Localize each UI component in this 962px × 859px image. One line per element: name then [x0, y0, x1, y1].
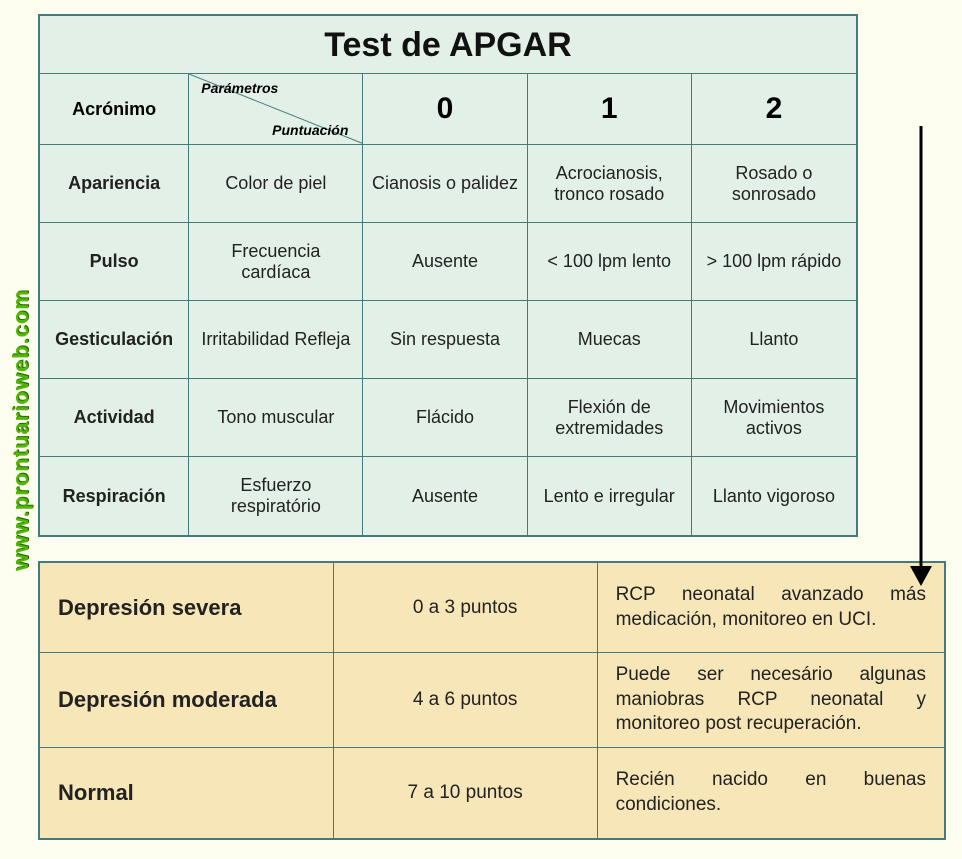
arrow-down-icon	[906, 126, 936, 586]
diag-top-label: Parámetros	[201, 80, 278, 96]
row-score1: Lento e irregular	[528, 457, 692, 535]
result-desc: Puede ser necesário algunas maniobras RC…	[598, 653, 944, 747]
result-range: 7 a 10 puntos	[334, 748, 598, 838]
row-score2: Llanto	[692, 301, 856, 378]
row-param: Tono muscular	[189, 379, 363, 456]
row-score0: Sin respuesta	[363, 301, 527, 378]
result-desc: RCP neonatal avanzado más medicación, mo…	[598, 563, 944, 652]
row-param: Irritabilidad Refleja	[189, 301, 363, 378]
row-score2: > 100 lpm rápido	[692, 223, 856, 300]
row-acronym: Respiración	[40, 457, 189, 535]
row-score0: Ausente	[363, 223, 527, 300]
row-score2: Llanto vigoroso	[692, 457, 856, 535]
diag-bottom-label: Puntuación	[272, 122, 348, 138]
row-score2: Movimientos activos	[692, 379, 856, 456]
result-row: Depresión moderada 4 a 6 puntos Puede se…	[40, 653, 944, 748]
result-label: Normal	[40, 748, 334, 838]
table-row: Gesticulación Irritabilidad Refleja Sin …	[40, 301, 856, 379]
table-row: Apariencia Color de piel Cianosis o pali…	[40, 145, 856, 223]
table-row: Pulso Frecuencia cardíaca Ausente < 100 …	[40, 223, 856, 301]
row-score1: Flexión de extremidades	[528, 379, 692, 456]
row-param: Esfuerzo respiratório	[189, 457, 363, 535]
result-range: 4 a 6 puntos	[334, 653, 598, 747]
header-score-0: 0	[363, 74, 527, 144]
row-score1: < 100 lpm lento	[528, 223, 692, 300]
row-score2: Rosado o sonrosado	[692, 145, 856, 222]
row-param: Color de piel	[189, 145, 363, 222]
header-score-2: 2	[692, 74, 856, 144]
result-row: Depresión severa 0 a 3 puntos RCP neonat…	[40, 563, 944, 653]
header-diagonal: Parámetros Puntuación	[189, 74, 363, 144]
row-acronym: Gesticulación	[40, 301, 189, 378]
row-score1: Acrocianosis, tronco rosado	[528, 145, 692, 222]
row-acronym: Apariencia	[40, 145, 189, 222]
apgar-main-table: Test de APGAR Acrónimo Parámetros Puntua…	[38, 14, 858, 537]
watermark-text: www.prontuarioweb.com	[8, 289, 34, 571]
table-row: Respiración Esfuerzo respiratório Ausent…	[40, 457, 856, 535]
page-content: Test de APGAR Acrónimo Parámetros Puntua…	[38, 14, 946, 840]
result-label: Depresión severa	[40, 563, 334, 652]
result-row: Normal 7 a 10 puntos Recién nacido en bu…	[40, 748, 944, 838]
result-label: Depresión moderada	[40, 653, 334, 747]
header-score-1: 1	[528, 74, 692, 144]
row-score0: Flácido	[363, 379, 527, 456]
row-acronym: Actividad	[40, 379, 189, 456]
row-score1: Muecas	[528, 301, 692, 378]
result-range: 0 a 3 puntos	[334, 563, 598, 652]
table-row: Actividad Tono muscular Flácido Flexión …	[40, 379, 856, 457]
row-score0: Ausente	[363, 457, 527, 535]
result-desc: Recién nacido en buenas condiciones.	[598, 748, 944, 838]
row-score0: Cianosis o palidez	[363, 145, 527, 222]
table-title: Test de APGAR	[40, 16, 856, 74]
row-acronym: Pulso	[40, 223, 189, 300]
header-row: Acrónimo Parámetros Puntuación 0 1 2	[40, 74, 856, 145]
row-param: Frecuencia cardíaca	[189, 223, 363, 300]
header-acronym: Acrónimo	[40, 74, 189, 144]
apgar-results-table: Depresión severa 0 a 3 puntos RCP neonat…	[38, 561, 946, 840]
